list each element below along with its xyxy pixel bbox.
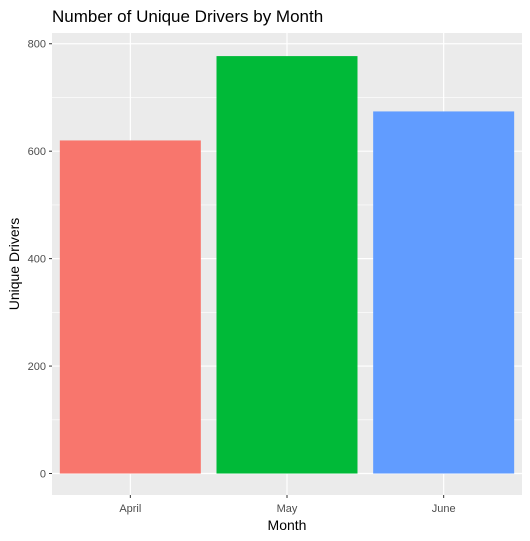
bar-april (59, 140, 201, 474)
y-axis-title: Unique Drivers (6, 218, 22, 311)
bar-june (373, 111, 515, 474)
bars (59, 56, 515, 474)
x-tick-label: May (277, 503, 298, 515)
y-tick-label: 600 (28, 146, 46, 158)
y-axis: 0 200 400 600 800 (28, 39, 52, 481)
bar-may (216, 56, 358, 474)
x-tick-label: April (119, 503, 141, 515)
x-tick-label: June (432, 503, 456, 515)
chart-title: Number of Unique Drivers by Month (52, 7, 323, 26)
y-tick-label: 200 (28, 361, 46, 373)
x-axis: April May June (119, 495, 456, 515)
y-tick-label: 400 (28, 254, 46, 266)
y-tick-label: 0 (40, 469, 46, 481)
y-tick-label: 800 (28, 39, 46, 51)
x-axis-title: Month (268, 517, 307, 533)
